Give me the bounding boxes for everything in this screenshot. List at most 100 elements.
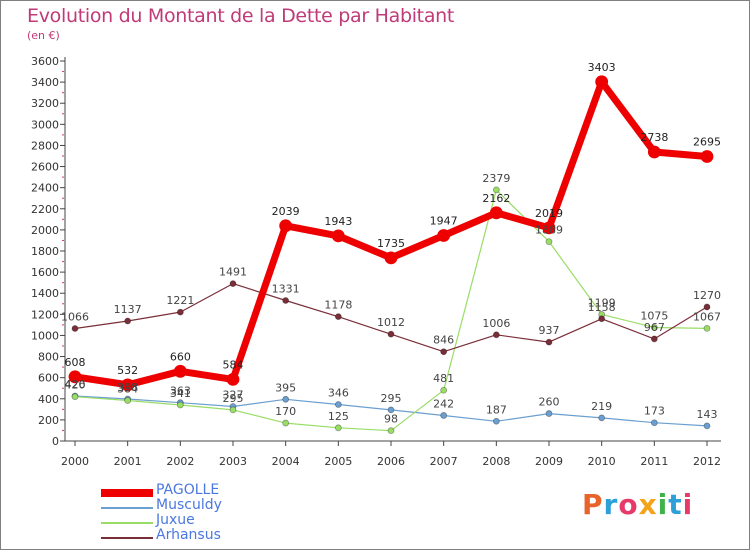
data-label-juxue: 384 (117, 382, 138, 395)
data-label-arhansus: 1331 (272, 283, 300, 296)
data-point-arhansus (176, 308, 184, 316)
y-tick-label: 1000 (31, 329, 59, 342)
x-tick-label: 2012 (693, 455, 721, 468)
data-label-musculdy: 426 (65, 378, 86, 391)
data-point-arhansus (334, 313, 342, 321)
logo-letter: i (657, 488, 669, 521)
data-point-pagolle (489, 206, 503, 220)
data-label-musculdy: 398 (117, 381, 138, 394)
data-label-juxue: 481 (433, 372, 454, 385)
proxiti-logo: Proxiti (582, 488, 693, 521)
data-label-arhansus: 937 (539, 324, 560, 337)
data-label-pagolle: 2039 (272, 205, 300, 218)
data-point-juxue (492, 186, 500, 194)
data-point-juxue (229, 406, 237, 414)
data-label-musculdy: 143 (697, 408, 718, 421)
data-point-pagolle (331, 229, 345, 243)
y-tick-label: 2600 (31, 161, 59, 174)
data-label-pagolle: 2162 (482, 192, 510, 205)
data-label-juxue: 170 (275, 405, 296, 418)
legend-item-juxue: Juxue (101, 512, 321, 530)
x-tick-label: 2011 (640, 455, 668, 468)
data-point-arhansus (229, 280, 237, 288)
data-point-arhansus (492, 331, 500, 339)
data-point-juxue (545, 238, 553, 246)
data-label-pagolle: 3403 (588, 61, 616, 74)
legend-swatch-pagolle (101, 489, 153, 497)
data-point-juxue (650, 324, 658, 331)
data-label-juxue: 295 (223, 392, 244, 405)
data-point-juxue (282, 419, 290, 427)
data-label-arhansus: 846 (433, 334, 454, 347)
y-tick-label: 0 (52, 435, 59, 448)
x-tick-label: 2010 (588, 455, 616, 468)
data-label-pagolle: 1735 (377, 237, 405, 250)
data-point-musculdy (387, 406, 395, 414)
y-tick-label: 3000 (31, 118, 59, 131)
legend-label-arhansus: Arhansus (156, 527, 221, 543)
legend: PAGOLLE Musculdy Juxue Arhansus (101, 482, 321, 545)
data-point-juxue (71, 393, 79, 401)
data-label-pagolle: 532 (117, 364, 138, 377)
data-point-musculdy (545, 410, 553, 417)
legend-swatch-juxue (101, 522, 153, 524)
data-label-musculdy: 346 (328, 386, 349, 399)
x-tick-label: 2006 (377, 455, 405, 468)
data-point-arhansus (440, 348, 448, 356)
data-label-juxue: 1889 (535, 224, 563, 237)
data-point-pagolle (647, 145, 661, 159)
x-tick-label: 2009 (535, 455, 563, 468)
logo-letter: r (603, 488, 619, 521)
data-point-juxue (440, 386, 448, 394)
data-label-arhansus: 1270 (693, 289, 721, 302)
data-label-juxue: 420 (65, 379, 86, 392)
data-label-musculdy: 260 (539, 396, 560, 409)
data-point-arhansus (71, 325, 79, 332)
data-point-arhansus (703, 303, 711, 311)
data-label-musculdy: 219 (591, 400, 612, 413)
data-label-musculdy: 363 (170, 385, 191, 398)
y-tick-label: 2400 (31, 182, 59, 195)
x-tick-label: 2000 (61, 455, 89, 468)
data-point-pagolle (121, 378, 135, 392)
y-tick-label: 2000 (31, 224, 59, 237)
data-label-arhansus: 1006 (482, 317, 510, 330)
y-tick-label: 2200 (31, 203, 59, 216)
data-label-pagolle: 660 (170, 350, 191, 363)
x-tick-label: 2003 (219, 455, 247, 468)
data-point-juxue (176, 401, 184, 409)
data-label-arhansus: 1158 (588, 301, 616, 314)
logo-letter: t (668, 488, 683, 521)
y-tick-label: 1400 (31, 287, 59, 300)
x-tick-label: 2002 (166, 455, 194, 468)
y-tick-label: 1800 (31, 245, 59, 258)
legend-swatch-musculdy (101, 507, 153, 509)
data-point-pagolle (279, 219, 293, 233)
data-label-juxue: 1067 (693, 310, 721, 323)
y-tick-label: 1600 (31, 266, 59, 279)
data-point-pagolle (68, 370, 82, 384)
data-label-arhansus: 1012 (377, 316, 405, 329)
data-label-arhansus: 1221 (166, 294, 194, 307)
y-tick-label: 200 (38, 414, 59, 427)
data-point-pagolle (384, 251, 398, 265)
data-label-pagolle: 1947 (430, 214, 458, 227)
data-label-musculdy: 187 (486, 403, 507, 416)
data-label-arhansus: 1178 (324, 299, 352, 312)
y-tick-label: 2800 (31, 139, 59, 152)
x-tick-label: 2008 (482, 455, 510, 468)
data-label-pagolle: 2019 (535, 207, 563, 220)
legend-item-musculdy: Musculdy (101, 497, 321, 515)
data-label-musculdy: 173 (644, 405, 665, 418)
data-point-musculdy (334, 401, 342, 408)
data-point-musculdy (703, 422, 711, 430)
data-label-pagolle: 2738 (640, 131, 668, 144)
data-point-arhansus (124, 317, 132, 325)
data-point-juxue (703, 324, 711, 332)
data-label-pagolle: 608 (65, 356, 86, 369)
y-tick-label: 600 (38, 372, 59, 385)
y-tick-label: 3200 (31, 97, 59, 110)
data-point-pagolle (437, 229, 451, 242)
